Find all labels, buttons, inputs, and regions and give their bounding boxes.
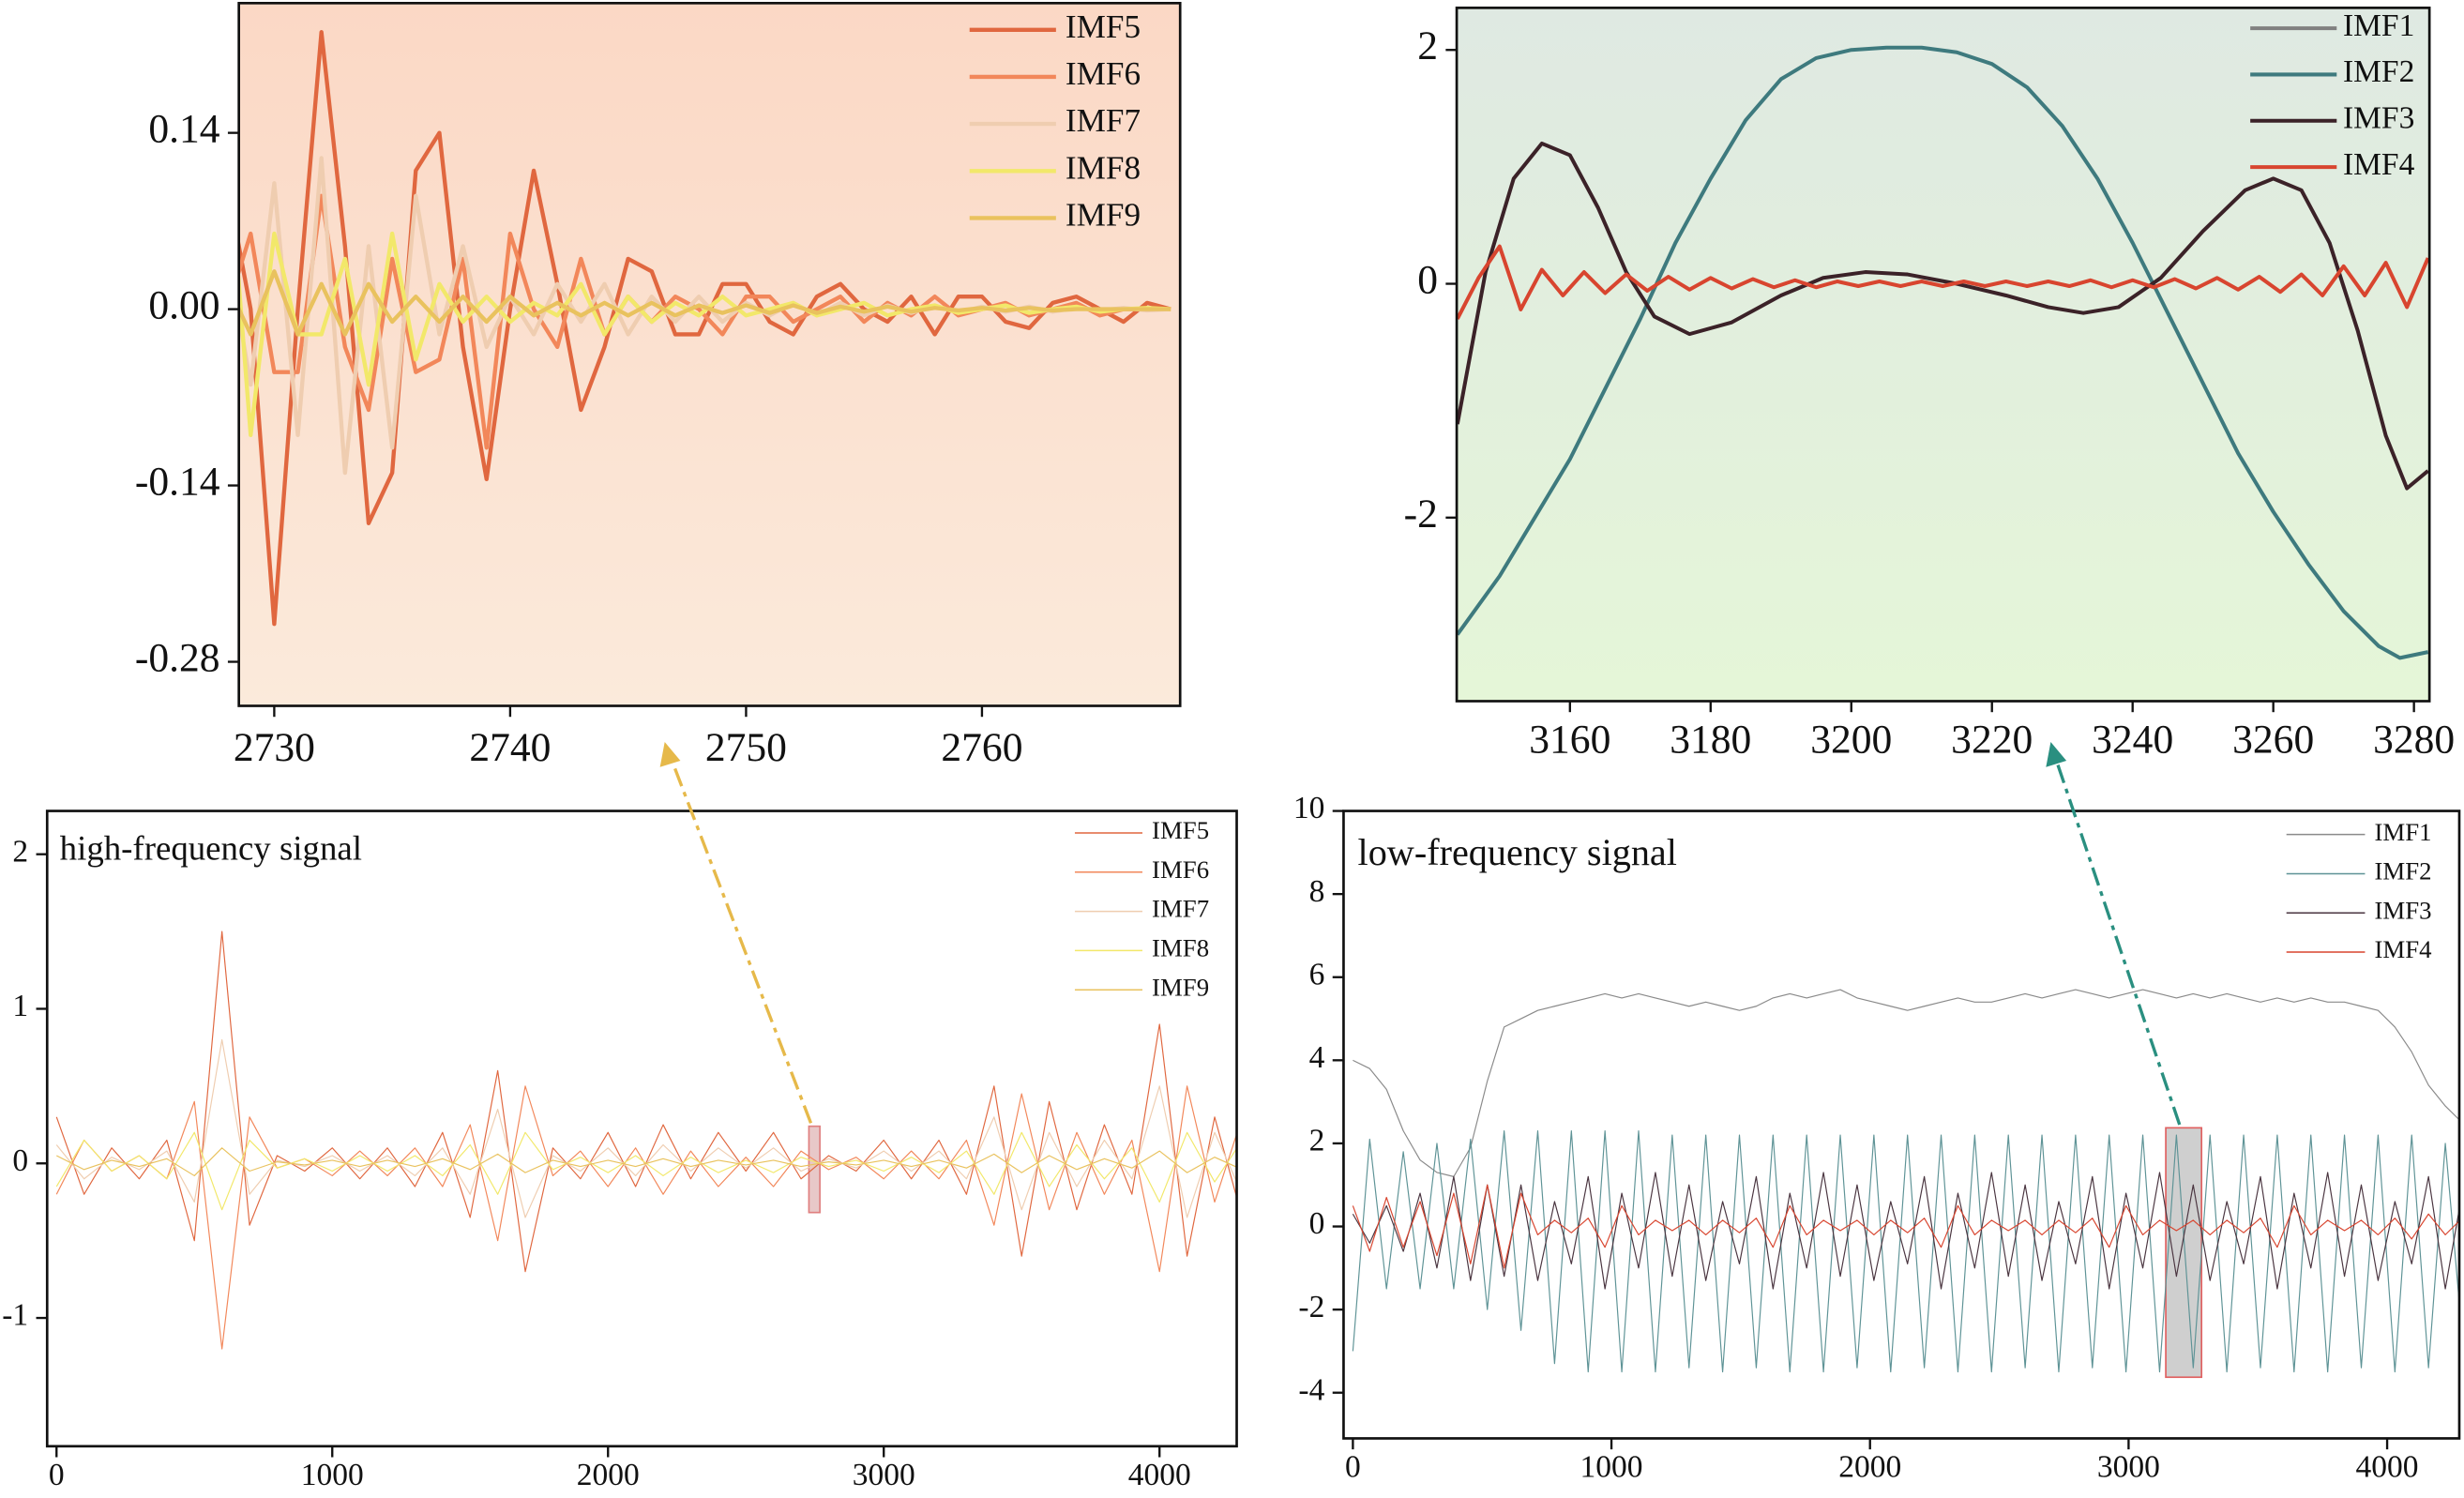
series-line [1457,244,2430,320]
series-line [1353,989,2459,1177]
arrow-head [2046,741,2067,767]
x-tick-label: 3180 [1670,718,1751,763]
x-tick-label: 3200 [1810,718,1892,763]
series-line [238,30,1172,627]
series-line [55,1147,1237,1177]
plot-background [238,3,1181,706]
y-tick-label: -2 [1404,492,1438,537]
plot-lines [1352,989,2459,1373]
y-tick-label: -1 [2,1298,28,1333]
x-tick-label: 0 [49,1458,65,1492]
legend-label: IMF6 [1152,855,1209,884]
x-tick-label: 2730 [234,725,315,770]
legend-label: IMF2 [2375,857,2432,885]
y-tick-label: 0.14 [148,107,219,152]
x-tick-label: 1000 [301,1458,364,1492]
x-tick-label: 3280 [2373,718,2455,763]
y-tick-label: -0.14 [135,460,220,505]
series-line [55,1085,1237,1350]
arrow-head [659,741,681,767]
x-tick-label: 3160 [1529,718,1610,763]
plot-background [1457,8,2430,702]
annotation: high-frequency signal [60,829,362,868]
x-tick-label: 2000 [577,1458,640,1492]
series-line [55,1131,1237,1211]
legend-label: IMF2 [2343,54,2414,89]
plot-lines [55,931,1237,1350]
x-tick-label: 0 [1345,1450,1361,1485]
x-tick-label: 1000 [1580,1450,1643,1485]
zoom-arrow [2055,762,2182,1126]
y-tick-label: 6 [1309,957,1325,991]
plot-frame [237,2,1182,707]
legend-label: IMF7 [1152,895,1209,923]
zoom-region [808,1125,821,1214]
y-tick-label: 0 [12,1143,28,1178]
legend-label: IMF3 [2375,896,2432,924]
y-tick-label: 2 [1309,1124,1325,1158]
x-tick-label: 2740 [469,725,551,770]
legend-label: IMF9 [1152,973,1209,1001]
legend-label: IMF5 [1066,8,1141,45]
x-tick-label: 2760 [941,725,1022,770]
zoom-arrows [659,741,2182,1126]
plot-background [1343,810,2459,1439]
y-tick-label: 2 [1417,23,1438,68]
legend-label: IMF8 [1152,934,1209,962]
series-line [1457,45,2429,660]
legend-label: IMF8 [1066,149,1141,186]
x-tick-label: 4000 [1128,1458,1191,1492]
plot-lines [238,30,1172,627]
y-tick-label: 4 [1309,1040,1325,1075]
zoom-arrow [671,762,813,1124]
x-tick-label: 2750 [705,725,787,770]
legend-label: IMF3 [2343,100,2414,135]
x-tick-label: 3000 [2097,1450,2160,1485]
y-tick-label: 0.00 [148,283,219,328]
legend-label: IMF7 [1066,102,1141,139]
series-line [55,1038,1237,1218]
series-line [1352,1130,2459,1373]
legend-label: IMF1 [2375,818,2432,846]
plot-background [47,810,1237,1446]
x-tick-label: 4000 [2356,1450,2419,1485]
y-tick-label: 2 [12,834,28,869]
legend-label: IMF6 [1066,55,1141,92]
legend-label: IMF4 [2343,147,2415,182]
x-tick-label: 3260 [2232,718,2314,763]
plot-frame [45,810,1238,1448]
y-tick-label: 0 [1417,258,1438,303]
zoom-region [2165,1127,2203,1379]
y-tick-label: 8 [1309,874,1325,909]
x-tick-label: 3240 [2092,718,2173,763]
y-tick-label: -0.28 [135,636,220,681]
annotation: low-frequency signal [1358,831,1677,873]
x-tick-label: 3220 [1951,718,2033,763]
legend-label: IMF5 [1152,816,1209,844]
series-line [1352,1184,2459,1269]
plot-lines [1457,45,2430,660]
y-tick-label: 10 [1293,791,1325,825]
x-tick-label: 3000 [853,1458,915,1492]
y-tick-label: 0 [1309,1206,1325,1241]
legend-label: IMF1 [2343,8,2414,43]
y-tick-label: 1 [12,989,28,1023]
legend-label: IMF4 [2375,935,2432,963]
plot-frame [1342,810,2461,1440]
y-tick-label: -4 [1298,1372,1324,1407]
series-line [238,269,1172,337]
legend-label: IMF9 [1066,197,1141,234]
x-tick-label: 2000 [1838,1450,1901,1485]
series-line [1352,1172,2459,1290]
series-line [55,931,1237,1273]
plot-frame [1455,7,2431,703]
y-tick-label: -2 [1298,1290,1324,1324]
